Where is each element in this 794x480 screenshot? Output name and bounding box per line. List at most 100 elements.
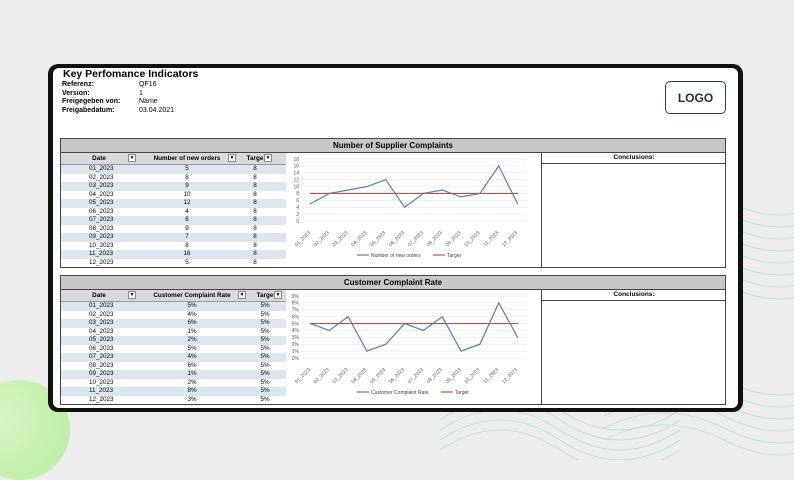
table-row: 03_2023 9 8 xyxy=(61,182,286,191)
table-cell-target[interactable]: 8 xyxy=(253,165,257,172)
table-cell-value[interactable]: 4 xyxy=(185,207,189,215)
data-point xyxy=(441,316,443,318)
table-cell-date[interactable]: 02_2023 xyxy=(89,173,114,181)
table-cell-target[interactable]: 5% xyxy=(260,378,270,386)
table-cell-value[interactable]: 8 xyxy=(185,241,189,249)
filter-dropdown-icon[interactable]: ▼ xyxy=(274,291,282,299)
column-header-value[interactable]: Customer Complaint Rate ▼ xyxy=(137,290,247,301)
table-cell-target[interactable]: 5% xyxy=(260,327,270,335)
table-cell-value[interactable]: 1% xyxy=(187,370,197,377)
meta-row-freigabedatum: Freigabedatum: 03.04.2021 xyxy=(62,107,174,116)
legend-item: Target xyxy=(433,253,462,259)
table-cell-value[interactable]: 4% xyxy=(187,353,197,360)
table-cell-date[interactable]: 07_2023 xyxy=(89,353,114,360)
table-cell-date[interactable]: 06_2023 xyxy=(89,207,114,215)
table-cell-target[interactable]: 8 xyxy=(253,233,257,240)
table-cell-date[interactable]: 12_2023 xyxy=(89,258,114,266)
table-cell-date[interactable]: 04_2023 xyxy=(89,190,114,198)
table-cell-date[interactable]: 03_2023 xyxy=(89,319,114,326)
table-cell-value[interactable]: 10 xyxy=(183,190,191,198)
table-cell-target[interactable]: 8 xyxy=(253,241,257,249)
table-cell-target[interactable]: 5% xyxy=(260,336,270,343)
table-cell-date[interactable]: 09_2023 xyxy=(89,370,114,377)
filter-dropdown-icon[interactable]: ▼ xyxy=(264,154,272,162)
legend-label: Number of new orders xyxy=(371,253,421,259)
column-header-date[interactable]: Date ▼ xyxy=(61,290,137,301)
filter-dropdown-icon[interactable]: ▼ xyxy=(228,154,236,162)
table-cell-date[interactable]: 02_2023 xyxy=(89,310,114,318)
table-cell-value[interactable]: 12 xyxy=(183,199,191,206)
table-cell-date[interactable]: 05_2023 xyxy=(89,336,114,343)
table-cell-value[interactable]: 2% xyxy=(187,336,197,343)
table-cell-date[interactable]: 01_2023 xyxy=(89,302,114,309)
table-cell-date[interactable]: 10_2023 xyxy=(89,241,114,249)
table-row: 01_2023 5% 5% xyxy=(61,302,286,311)
column-header-date[interactable]: Date ▼ xyxy=(61,153,137,164)
table-cell-value[interactable]: 5 xyxy=(185,258,189,266)
table-cell-target[interactable]: 8 xyxy=(253,182,257,189)
table-cell-date[interactable]: 09_2023 xyxy=(89,233,114,240)
meta-row-referenz: Referenz: QF16 xyxy=(62,81,174,90)
table-cell-value[interactable]: 5% xyxy=(187,302,197,309)
table-cell-target[interactable]: 8 xyxy=(253,250,257,257)
data-point xyxy=(516,336,519,338)
table-cell-value[interactable]: 16 xyxy=(183,250,191,257)
table-cell-date[interactable]: 11_2023 xyxy=(89,250,114,257)
table-row: 03_2023 6% 5% xyxy=(61,319,286,328)
table-cell-target[interactable]: 8 xyxy=(253,258,257,266)
table-cell-target[interactable]: 5% xyxy=(260,395,270,403)
table-cell-target[interactable]: 8 xyxy=(253,216,257,223)
complaint-rate-table: Date ▼ Customer Complaint Rate ▼ Targe ▼ 01… xyxy=(61,290,286,404)
table-cell-target[interactable]: 8 xyxy=(253,224,257,232)
data-point xyxy=(347,316,349,318)
table-cell-target[interactable]: 5% xyxy=(260,319,270,326)
table-cell-value[interactable]: 1% xyxy=(187,327,197,335)
table-cell-date[interactable]: 11_2023 xyxy=(89,387,114,394)
column-header-target[interactable]: Targe ▼ xyxy=(237,153,273,164)
customer-complaint-rate-section: Customer Complaint Rate Date ▼ Customer C… xyxy=(60,275,726,405)
table-cell-value[interactable]: 6% xyxy=(187,361,197,369)
table-cell-value[interactable]: 7 xyxy=(185,233,189,240)
table-cell-value[interactable]: 5 xyxy=(185,165,189,172)
table-cell-value[interactable]: 6% xyxy=(187,319,197,326)
table-cell-date[interactable]: 12_2023 xyxy=(89,395,114,403)
filter-dropdown-icon[interactable]: ▼ xyxy=(128,291,136,299)
column-header-target[interactable]: Targe ▼ xyxy=(247,290,283,301)
table-cell-target[interactable]: 5% xyxy=(260,353,270,360)
table-cell-target[interactable]: 5% xyxy=(260,302,270,309)
table-cell-date[interactable]: 04_2023 xyxy=(89,327,114,335)
table-cell-date[interactable]: 06_2023 xyxy=(89,344,114,352)
table-cell-target[interactable]: 5% xyxy=(260,361,270,369)
table-cell-date[interactable]: 07_2023 xyxy=(89,216,114,223)
table-cell-value[interactable]: 8% xyxy=(187,387,197,394)
table-cell-date[interactable]: 08_2023 xyxy=(89,224,114,232)
table-cell-target[interactable]: 5% xyxy=(260,344,270,352)
table-cell-value[interactable]: 9 xyxy=(185,182,189,189)
table-cell-value[interactable]: 9 xyxy=(185,224,189,232)
table-cell-value[interactable]: 5% xyxy=(187,344,197,352)
y-tick-label: 12 xyxy=(293,177,299,183)
filter-dropdown-icon[interactable]: ▼ xyxy=(238,291,246,299)
column-header-value[interactable]: Number of new orders ▼ xyxy=(137,153,237,164)
table-cell-value[interactable]: 3% xyxy=(187,395,197,403)
table-cell-value[interactable]: 2% xyxy=(187,378,197,386)
table-cell-date[interactable]: 03_2023 xyxy=(89,182,114,189)
table-cell-target[interactable]: 8 xyxy=(253,190,257,198)
table-cell-date[interactable]: 08_2023 xyxy=(89,361,114,369)
table-cell-target[interactable]: 8 xyxy=(253,173,257,181)
table-cell-value[interactable]: 8 xyxy=(185,173,189,181)
table-cell-target[interactable]: 8 xyxy=(253,199,257,206)
table-cell-date[interactable]: 10_2023 xyxy=(89,378,114,386)
filter-dropdown-icon[interactable]: ▼ xyxy=(128,154,136,162)
x-tick-label: 03_2023 xyxy=(331,230,349,248)
table-cell-target[interactable]: 5% xyxy=(260,310,270,318)
table-cell-date[interactable]: 05_2023 xyxy=(89,199,114,206)
table-cell-target[interactable]: 8 xyxy=(253,207,257,215)
x-tick-label: 10_2023 xyxy=(463,230,481,248)
table-cell-value[interactable]: 8 xyxy=(185,216,189,223)
table-cell-target[interactable]: 5% xyxy=(260,387,270,394)
table-cell-value[interactable]: 4% xyxy=(187,310,197,318)
table-cell-date[interactable]: 01_2023 xyxy=(89,165,114,172)
y-tick-label: 7% xyxy=(292,308,300,314)
table-cell-target[interactable]: 5% xyxy=(260,370,270,377)
